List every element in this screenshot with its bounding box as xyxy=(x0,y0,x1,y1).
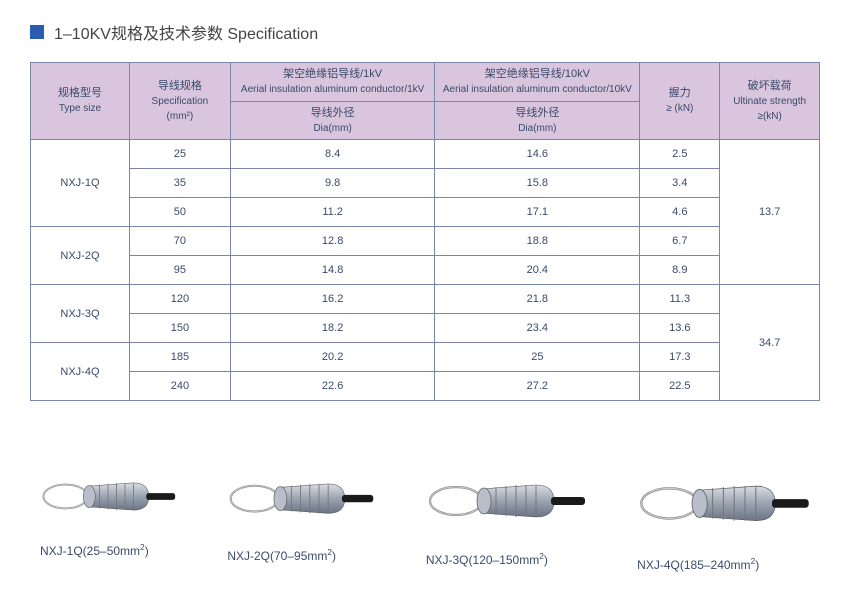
table-row: 15018.223.413.6 xyxy=(31,314,820,343)
col-grip: 握力 ≥ (kN) xyxy=(640,63,720,140)
cell-spec: 70 xyxy=(129,227,230,256)
cell-spec: 240 xyxy=(129,372,230,401)
page-title-row: 1–10KV规格及技术参数 Specification xyxy=(30,20,820,44)
product-label: NXJ-2Q(70–95mm2) xyxy=(227,549,336,563)
table-row: 359.815.83.4 xyxy=(31,169,820,198)
cell-grip: 13.6 xyxy=(640,314,720,343)
cell-grip: 6.7 xyxy=(640,227,720,256)
cell-type: NXJ-2Q xyxy=(31,227,130,285)
cell-spec: 150 xyxy=(129,314,230,343)
cell-d10: 25 xyxy=(435,343,640,372)
cell-ultimate: 34.7 xyxy=(720,285,820,401)
cell-spec: 25 xyxy=(129,140,230,169)
col-10kv-dia: 导线外径 Dia(mm) xyxy=(435,101,640,140)
cell-d10: 20.4 xyxy=(435,256,640,285)
cell-spec: 120 xyxy=(129,285,230,314)
spec-table: 规格型号 Type size 导线规格 Specification (mm²) … xyxy=(30,62,820,401)
product-label: NXJ-4Q(185–240mm2) xyxy=(637,558,759,572)
cell-grip: 17.3 xyxy=(640,343,720,372)
col-1kv-dia: 导线外径 Dia(mm) xyxy=(230,101,435,140)
cell-d10: 15.8 xyxy=(435,169,640,198)
col-ultimate: 破坏载荷 Ultinate strength ≥(kN) xyxy=(720,63,820,140)
col-spec: 导线规格 Specification (mm²) xyxy=(129,63,230,140)
product-item: NXJ-1Q(25–50mm2) xyxy=(40,471,176,572)
cell-d1: 18.2 xyxy=(230,314,435,343)
cell-grip: 2.5 xyxy=(640,140,720,169)
cell-d10: 27.2 xyxy=(435,372,640,401)
table-row: 9514.820.48.9 xyxy=(31,256,820,285)
cell-grip: 8.9 xyxy=(640,256,720,285)
cell-type: NXJ-4Q xyxy=(31,343,130,401)
cell-d1: 22.6 xyxy=(230,372,435,401)
cell-d10: 18.8 xyxy=(435,227,640,256)
product-label: NXJ-1Q(25–50mm2) xyxy=(40,544,149,558)
cell-d1: 14.8 xyxy=(230,256,435,285)
cell-grip: 3.4 xyxy=(640,169,720,198)
product-label: NXJ-3Q(120–150mm2) xyxy=(426,553,548,567)
cell-d10: 21.8 xyxy=(435,285,640,314)
product-item: NXJ-4Q(185–240mm2) xyxy=(637,471,810,572)
cell-grip: 22.5 xyxy=(640,372,720,401)
cell-type: NXJ-1Q xyxy=(31,140,130,227)
cell-spec: 95 xyxy=(129,256,230,285)
table-row: 24022.627.222.5 xyxy=(31,372,820,401)
cell-d1: 11.2 xyxy=(230,198,435,227)
col-type: 规格型号 Type size xyxy=(31,63,130,140)
table-row: NXJ-3Q12016.221.811.334.7 xyxy=(31,285,820,314)
table-row: NXJ-4Q18520.22517.3 xyxy=(31,343,820,372)
page-title: 1–10KV规格及技术参数 Specification xyxy=(54,20,318,44)
cell-type: NXJ-3Q xyxy=(31,285,130,343)
cell-d1: 8.4 xyxy=(230,140,435,169)
cell-d1: 20.2 xyxy=(230,343,435,372)
title-bullet-icon xyxy=(30,25,44,39)
cell-d10: 17.1 xyxy=(435,198,640,227)
cell-spec: 50 xyxy=(129,198,230,227)
cell-spec: 185 xyxy=(129,343,230,372)
product-images-row: NXJ-1Q(25–50mm2) NXJ-2Q(70–95mm2) xyxy=(30,471,820,572)
product-item: NXJ-3Q(120–150mm2) xyxy=(426,471,586,572)
cell-d1: 16.2 xyxy=(230,285,435,314)
cell-d10: 14.6 xyxy=(435,140,640,169)
cell-spec: 35 xyxy=(129,169,230,198)
col-10kv: 架空绝缘铝导线/10kV Aerial insulation aluminum … xyxy=(435,63,640,102)
cell-d1: 12.8 xyxy=(230,227,435,256)
cell-d1: 9.8 xyxy=(230,169,435,198)
col-1kv: 架空绝缘铝导线/1kV Aerial insulation aluminum c… xyxy=(230,63,435,102)
cell-grip: 4.6 xyxy=(640,198,720,227)
product-item: NXJ-2Q(70–95mm2) xyxy=(227,471,374,572)
table-row: NXJ-2Q7012.818.86.7 xyxy=(31,227,820,256)
table-row: 5011.217.14.6 xyxy=(31,198,820,227)
cell-grip: 11.3 xyxy=(640,285,720,314)
cell-ultimate: 13.7 xyxy=(720,140,820,285)
table-row: NXJ-1Q258.414.62.513.7 xyxy=(31,140,820,169)
cell-d10: 23.4 xyxy=(435,314,640,343)
